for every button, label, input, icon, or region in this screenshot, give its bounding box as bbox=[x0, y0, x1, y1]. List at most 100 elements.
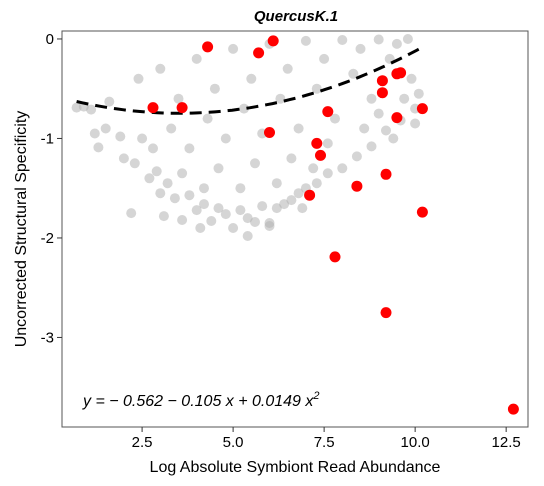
background-point bbox=[184, 143, 195, 154]
background-point bbox=[311, 178, 322, 189]
background-point bbox=[373, 34, 384, 45]
x-tick-label: 5.0 bbox=[223, 434, 244, 451]
background-point bbox=[158, 211, 169, 222]
background-point bbox=[206, 216, 217, 226]
x-tick-label: 2.5 bbox=[132, 434, 153, 451]
background-point bbox=[322, 138, 333, 149]
background-point bbox=[297, 203, 308, 214]
background-point bbox=[271, 203, 282, 214]
background-point bbox=[308, 163, 319, 174]
highlight-point bbox=[202, 41, 214, 53]
background-point bbox=[351, 151, 362, 162]
background-point bbox=[169, 193, 180, 204]
background-point bbox=[300, 35, 311, 46]
background-point bbox=[337, 35, 348, 45]
background-point bbox=[177, 215, 188, 225]
background-point bbox=[235, 205, 246, 216]
background-point bbox=[162, 178, 173, 189]
background-point bbox=[202, 113, 213, 124]
x-axis-title: Log Absolute Symbiont Read Abundance bbox=[150, 459, 441, 476]
highlight-point bbox=[376, 87, 388, 99]
highlight-point bbox=[380, 168, 392, 180]
y-tick-label: -2 bbox=[41, 230, 54, 247]
x-tick-label: 10.0 bbox=[401, 434, 430, 451]
background-point bbox=[366, 141, 377, 152]
background-point bbox=[355, 43, 366, 54]
background-point bbox=[242, 213, 253, 224]
highlight-point bbox=[253, 47, 265, 59]
background-point bbox=[406, 73, 417, 84]
background-point bbox=[381, 125, 391, 136]
background-point bbox=[373, 108, 384, 119]
background-point bbox=[199, 199, 209, 210]
highlight-point bbox=[267, 35, 279, 47]
highlight-point bbox=[391, 112, 403, 124]
x-tick-label: 12.5 bbox=[492, 434, 521, 451]
highlight-point bbox=[376, 75, 388, 87]
highlight-point bbox=[507, 403, 519, 415]
fit-equation: y = − 0.562 − 0.105 x + 0.0149 x2 bbox=[82, 390, 320, 410]
background-point bbox=[220, 133, 231, 144]
background-point bbox=[257, 201, 268, 212]
background-point bbox=[144, 173, 155, 184]
background-point bbox=[228, 43, 239, 54]
background-point bbox=[213, 203, 224, 214]
y-tick-label: 0 bbox=[46, 31, 54, 48]
background-point bbox=[271, 178, 282, 189]
background-point bbox=[410, 118, 421, 129]
background-point bbox=[330, 113, 340, 124]
highlight-point bbox=[176, 102, 188, 114]
background-point bbox=[366, 93, 377, 104]
background-point bbox=[319, 53, 330, 64]
background-point bbox=[195, 223, 206, 233]
background-point bbox=[286, 153, 297, 164]
highlight-point bbox=[147, 102, 159, 114]
background-point bbox=[213, 163, 224, 174]
highlight-point bbox=[416, 206, 428, 218]
background-points-layer bbox=[71, 34, 424, 241]
highlight-point bbox=[351, 180, 363, 192]
background-point bbox=[137, 133, 148, 144]
highlight-point bbox=[395, 67, 407, 79]
highlight-point bbox=[380, 307, 392, 319]
background-point bbox=[279, 199, 290, 210]
highlight-points-layer bbox=[147, 35, 519, 415]
background-point bbox=[388, 133, 399, 144]
background-point bbox=[177, 168, 188, 179]
background-point bbox=[173, 93, 184, 104]
y-axis: 0 -1 -2 -3 bbox=[41, 31, 62, 346]
background-point bbox=[86, 104, 97, 115]
background-point bbox=[337, 163, 348, 174]
background-point bbox=[166, 123, 177, 134]
fit-equation-main: y = − 0.562 − 0.105 x + 0.0149 x bbox=[82, 393, 314, 410]
fit-curve-dashed bbox=[76, 45, 424, 115]
highlight-point bbox=[311, 137, 323, 149]
background-point bbox=[199, 183, 209, 194]
background-point bbox=[89, 128, 100, 139]
highlight-point bbox=[416, 103, 428, 115]
background-point bbox=[151, 166, 162, 177]
background-point bbox=[100, 123, 111, 134]
background-point bbox=[228, 223, 239, 233]
background-point bbox=[235, 183, 246, 194]
y-tick-label: -1 bbox=[41, 130, 54, 147]
background-point bbox=[155, 188, 166, 199]
background-point bbox=[129, 158, 140, 169]
highlight-point bbox=[315, 149, 326, 161]
background-point bbox=[250, 217, 260, 227]
background-point bbox=[115, 131, 126, 142]
background-point bbox=[282, 63, 293, 74]
background-point bbox=[184, 190, 195, 201]
background-point bbox=[133, 73, 144, 84]
background-point bbox=[148, 143, 158, 154]
background-point bbox=[348, 68, 359, 79]
plot-panel bbox=[61, 30, 529, 428]
background-point bbox=[239, 103, 249, 114]
background-point bbox=[209, 83, 220, 94]
highlight-point bbox=[322, 106, 334, 118]
fit-equation-exponent: 2 bbox=[312, 390, 319, 402]
highlight-point bbox=[329, 251, 341, 263]
x-tick-label: 7.5 bbox=[314, 434, 335, 451]
